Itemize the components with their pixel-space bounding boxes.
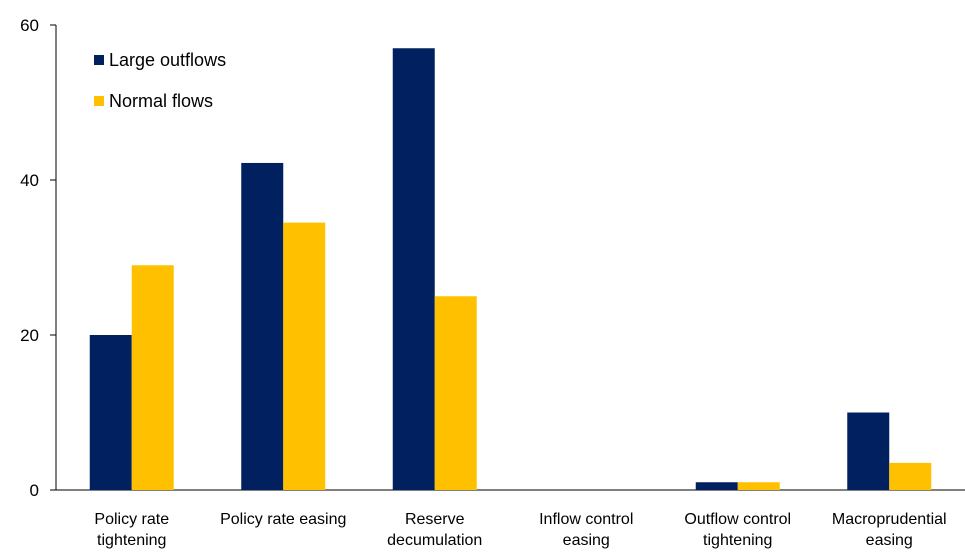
x-axis-labels: Policy rate tightening Policy rate easing R… [94,511,946,549]
bar-large-outflows [847,412,890,490]
bar-large-outflows [241,162,284,490]
legend-swatch [94,55,104,65]
x-category-label: easing [866,532,913,549]
x-category-label: easing [563,532,610,549]
x-category-label: Reserve [405,511,465,528]
y-tick-label: 40 [20,171,39,190]
bar-normal-flows [434,296,477,490]
x-category-label: tightening [703,532,772,549]
bar-normal-flows [131,265,174,490]
x-category-label: Outflow control [684,511,791,528]
bar-large-outflows [89,335,132,490]
bar-normal-flows [889,462,932,490]
y-tick-label: 60 [20,16,39,35]
bar-large-outflows [695,482,738,490]
bar-normal-flows [283,222,326,490]
y-tick-label: 0 [30,481,39,500]
x-category-label: Macroprudential [832,511,947,528]
legend-label: Large outflows [109,50,226,70]
legend-swatch [94,96,104,106]
legend-label: Normal flows [109,91,213,111]
x-category-label: decumulation [387,532,482,549]
y-axis-ticks: 0 20 40 60 [20,16,56,500]
legend: Large outflows Normal flows [94,50,226,111]
bars [89,48,932,490]
x-category-label: Policy rate easing [220,511,346,528]
x-category-label: Policy rate [94,511,169,528]
bar-normal-flows [737,482,780,490]
bar-large-outflows [392,48,435,490]
axes [55,25,965,491]
y-tick-label: 20 [20,326,39,345]
x-category-label: Inflow control [539,511,633,528]
x-category-label: tightening [97,532,166,549]
